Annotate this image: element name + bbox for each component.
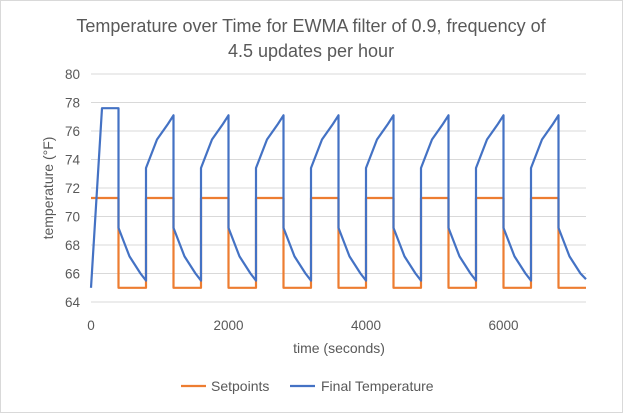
y-tick-label: 72 [65, 181, 80, 196]
chart-title-line-1: Temperature over Time for EWMA filter of… [76, 16, 546, 36]
x-axis-ticks: 0 2000 4000 6000 [87, 318, 518, 333]
y-tick-label: 78 [65, 96, 80, 111]
y-tick-label: 76 [65, 124, 80, 139]
chart-title-line-2: 4.5 updates per hour [228, 41, 394, 61]
y-tick-label: 66 [65, 267, 80, 282]
x-axis-label: time (seconds) [293, 340, 385, 356]
y-tick-label: 74 [65, 153, 81, 168]
series-lines [89, 107, 587, 289]
x-tick-label: 0 [87, 318, 95, 333]
series-line-final-temperature [89, 107, 587, 288]
y-tick-label: 70 [65, 210, 80, 225]
x-tick-label: 4000 [351, 318, 381, 333]
y-axis-label: temperature (°F) [40, 137, 56, 240]
y-tick-label: 68 [65, 238, 80, 253]
y-tick-label: 80 [65, 67, 80, 82]
x-tick-label: 2000 [213, 318, 243, 333]
legend: Setpoints Final Temperature [181, 378, 434, 394]
legend-label-setpoints: Setpoints [211, 378, 269, 394]
y-tick-label: 64 [65, 295, 81, 310]
y-axis-ticks: 64 66 68 70 72 74 76 78 80 [65, 67, 81, 310]
legend-label-final-temperature: Final Temperature [321, 378, 434, 394]
x-tick-label: 6000 [488, 318, 518, 333]
